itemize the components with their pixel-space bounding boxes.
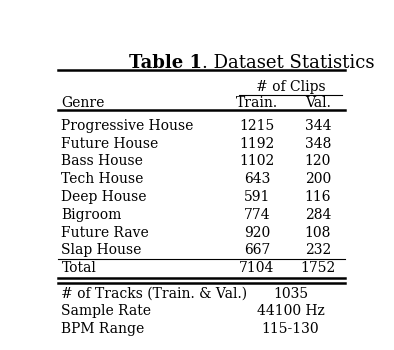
Text: Total: Total [61,261,97,275]
Text: 284: 284 [305,208,331,222]
Text: Table 1: Table 1 [129,54,202,72]
Text: 643: 643 [244,172,270,186]
Text: Tech House: Tech House [61,172,144,186]
Text: 200: 200 [305,172,331,186]
Text: Train.: Train. [236,97,278,111]
Text: # of Tracks (Train. & Val.): # of Tracks (Train. & Val.) [61,287,247,301]
Text: 120: 120 [305,154,331,168]
Text: 348: 348 [305,136,331,150]
Text: 7104: 7104 [239,261,275,275]
Text: 1752: 1752 [300,261,336,275]
Text: 44100 Hz: 44100 Hz [256,304,324,318]
Text: Progressive House: Progressive House [61,119,194,133]
Text: Future House: Future House [61,136,159,150]
Text: 774: 774 [243,208,270,222]
Text: Bass House: Bass House [61,154,143,168]
Text: . Dataset Statistics: . Dataset Statistics [202,54,374,72]
Text: 108: 108 [305,225,331,239]
Text: Genre: Genre [61,97,105,111]
Text: 1102: 1102 [239,154,275,168]
Text: 344: 344 [305,119,331,133]
Text: Future Rave: Future Rave [61,225,149,239]
Text: 232: 232 [305,243,331,257]
Text: Val.: Val. [305,97,331,111]
Text: # of Clips: # of Clips [256,80,325,94]
Text: 667: 667 [244,243,270,257]
Text: Bigroom: Bigroom [61,208,122,222]
Text: 591: 591 [244,190,270,204]
Text: Deep House: Deep House [61,190,147,204]
Text: BPM Range: BPM Range [61,322,145,336]
Text: 1192: 1192 [239,136,275,150]
Text: 1215: 1215 [239,119,275,133]
Text: 920: 920 [244,225,270,239]
Text: Sample Rate: Sample Rate [61,304,151,318]
Text: 115-130: 115-130 [262,322,319,336]
Text: 1035: 1035 [273,287,308,301]
Text: 116: 116 [305,190,331,204]
Text: Slap House: Slap House [61,243,142,257]
